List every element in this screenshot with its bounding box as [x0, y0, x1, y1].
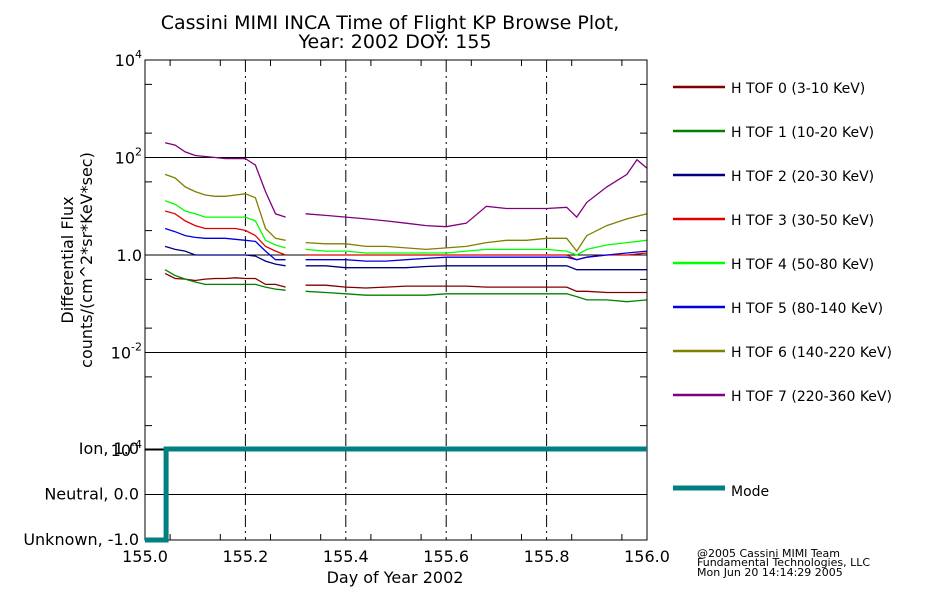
xtick-label-1: 155.2: [222, 547, 268, 566]
xaxis-label: Day of Year 2002: [327, 568, 464, 587]
series-line-tof5-seg1: [305, 250, 648, 262]
legend-label-tof5: H TOF 5 (80-140 KeV): [731, 301, 883, 317]
legend-label-tof0: H TOF 0 (3-10 KeV): [731, 81, 865, 97]
legend-label-tof3: H TOF 3 (30-50 KeV): [731, 213, 874, 229]
flux-ytick-label-3: 10-2: [111, 341, 142, 363]
mode-ytick-label-2: Unknown, -1.0: [23, 530, 139, 549]
series-line-tof4-seg1: [305, 239, 648, 256]
series-line-tof2-seg0: [164, 245, 286, 267]
series-line-tof2-seg1: [305, 265, 647, 271]
footer-line-1: @2005 Cassini MIMI Team: [697, 547, 840, 560]
flux-ylabel: Differential Flux counts/(cm^2*sr*KeV*se…: [58, 152, 96, 368]
flux-ytick-label-0: 104: [115, 48, 142, 70]
series-line-tof6-seg0: [164, 173, 286, 241]
xtick-label-4: 155.8: [524, 547, 570, 566]
flux-panel: 104 102 1.0 10-2 10-4: [111, 48, 648, 460]
series-line-tof3-seg0: [164, 210, 286, 256]
legend-label-tof1: H TOF 1 (10-20 KeV): [731, 125, 874, 141]
title-line-1: Cassini MIMI INCA Time of Flight KP Brow…: [161, 12, 620, 34]
series-line-tof0-seg1: [305, 284, 647, 294]
title-line-2: Year: 2002 DOY: 155: [297, 31, 491, 53]
footer-credits: @2005 Cassini MIMI Team Fundamental Tech…: [697, 547, 870, 579]
xtick-label-5: 156.0: [624, 547, 670, 566]
xtick-label-2: 155.4: [323, 547, 369, 566]
series-line-tof4-seg0: [164, 200, 286, 249]
xtick-label-0: 155.0: [122, 547, 168, 566]
flux-ytick-label-4: 10-4: [111, 438, 142, 460]
series-line-tof7-seg0: [164, 142, 286, 218]
plot-title: Cassini MIMI INCA Time of Flight KP Brow…: [161, 12, 620, 53]
legend-label-tof7: H TOF 7 (220-360 KeV): [731, 389, 892, 405]
series-line-tof7-seg1: [305, 158, 648, 228]
flux-ylabel-line-1: Differential Flux: [58, 196, 77, 323]
legend: H TOF 0 (3-10 KeV) H TOF 1 (10-20 KeV) H T…: [673, 81, 892, 500]
series-line-mode: [145, 446, 647, 543]
series-line-tof6-seg1: [305, 213, 648, 253]
flux-ylabel-line-2: counts/(cm^2*sr*KeV*sec): [77, 152, 96, 368]
legend-label-tof4: H TOF 4 (50-80 KeV): [731, 257, 874, 273]
legend-label-tof6: H TOF 6 (140-220 KeV): [731, 345, 892, 361]
mode-ytick-label-1: Neutral, 0.0: [44, 485, 139, 504]
xtick-label-3: 155.6: [423, 547, 469, 566]
legend-label-mode: Mode: [731, 484, 769, 500]
flux-ytick-label-2: 1.0: [117, 246, 142, 265]
series-line-tof1-seg1: [305, 290, 648, 303]
flux-ytick-label-1: 102: [115, 146, 142, 168]
legend-label-tof2: H TOF 2 (20-30 KeV): [731, 169, 874, 185]
footer-line-2: Fundamental Technologies, LLC: [697, 556, 870, 569]
footer-line-3: Mon Jun 20 14:14:29 2005: [697, 566, 843, 579]
series-line-tof1-seg0: [164, 269, 286, 291]
series-line-tof5-seg0: [164, 227, 286, 261]
mode-ytick-label-0: Ion, 1.0: [79, 439, 139, 458]
